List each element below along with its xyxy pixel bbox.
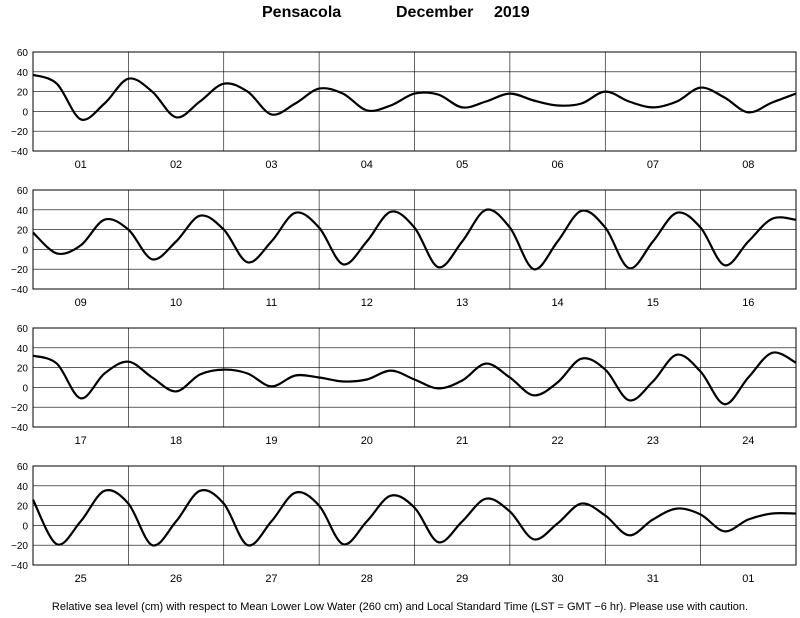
y-tick-label: −20	[11, 265, 28, 276]
y-tick-label: 40	[17, 206, 29, 217]
day-label: 07	[647, 159, 659, 171]
station-name: Pensacola	[262, 4, 342, 21]
y-tick-label: −20	[11, 403, 28, 414]
y-tick-label: −40	[11, 423, 28, 434]
y-tick-label: −20	[11, 127, 28, 138]
y-tick-label: 60	[17, 462, 29, 473]
day-label: 13	[456, 297, 468, 309]
y-tick-label: −40	[11, 561, 28, 572]
day-label: 15	[647, 297, 659, 309]
y-tick-label: −20	[11, 541, 28, 552]
day-label: 24	[742, 435, 754, 447]
panel-frame	[32, 189, 797, 290]
y-tick-label: 0	[22, 245, 28, 256]
y-tick-label: 60	[17, 186, 29, 197]
day-label: 08	[742, 159, 754, 171]
y-tick-label: 20	[17, 88, 29, 99]
day-label: 18	[170, 435, 182, 447]
sea-level-series-line	[32, 73, 797, 121]
day-label: 17	[75, 435, 87, 447]
panel-frame	[32, 51, 797, 152]
y-tick-label: −40	[11, 147, 28, 158]
day-label: 06	[551, 159, 563, 171]
y-tick-label: 20	[17, 226, 29, 237]
day-label: 05	[456, 159, 468, 171]
day-label: 20	[361, 435, 373, 447]
day-label: 19	[265, 435, 277, 447]
day-label: 12	[361, 297, 373, 309]
y-tick-label: 40	[17, 344, 29, 355]
y-tick-label: 20	[17, 502, 29, 513]
month-label: December	[396, 4, 474, 21]
day-label: 09	[75, 297, 87, 309]
year-label: 2019	[494, 4, 530, 21]
day-label: 26	[170, 573, 182, 585]
day-label: 29	[456, 573, 468, 585]
day-label: 31	[647, 573, 659, 585]
day-label: 02	[170, 159, 182, 171]
y-tick-label: 0	[22, 521, 28, 532]
day-label: 22	[551, 435, 563, 447]
y-tick-label: 60	[17, 48, 29, 59]
day-label: 01	[742, 573, 754, 585]
sea-level-series-line	[32, 208, 797, 271]
chart-title: Pensacola December 2019	[0, 4, 800, 28]
y-tick-label: 40	[17, 482, 29, 493]
y-tick-label: 40	[17, 68, 29, 79]
day-label: 23	[647, 435, 659, 447]
y-tick-label: 20	[17, 364, 29, 375]
day-label: 25	[75, 573, 87, 585]
y-tick-label: −40	[11, 285, 28, 296]
day-label: 28	[361, 573, 373, 585]
panel-frame	[32, 327, 797, 428]
day-label: 04	[361, 159, 373, 171]
day-label: 10	[170, 297, 182, 309]
day-label: 16	[742, 297, 754, 309]
day-label: 03	[265, 159, 277, 171]
sea-level-series-line	[32, 489, 797, 547]
panel-frame	[32, 465, 797, 566]
footnote: Relative sea level (cm) with respect to …	[51, 601, 749, 613]
day-label: 11	[266, 297, 277, 309]
y-tick-label: 0	[22, 383, 28, 394]
day-label: 21	[456, 435, 468, 447]
day-label: 30	[551, 573, 563, 585]
day-label: 27	[265, 573, 277, 585]
y-tick-label: 60	[17, 324, 29, 335]
day-label: 14	[551, 297, 563, 309]
y-tick-label: 0	[22, 107, 28, 118]
sea-level-series-line	[32, 351, 797, 406]
day-label: 01	[75, 159, 87, 171]
